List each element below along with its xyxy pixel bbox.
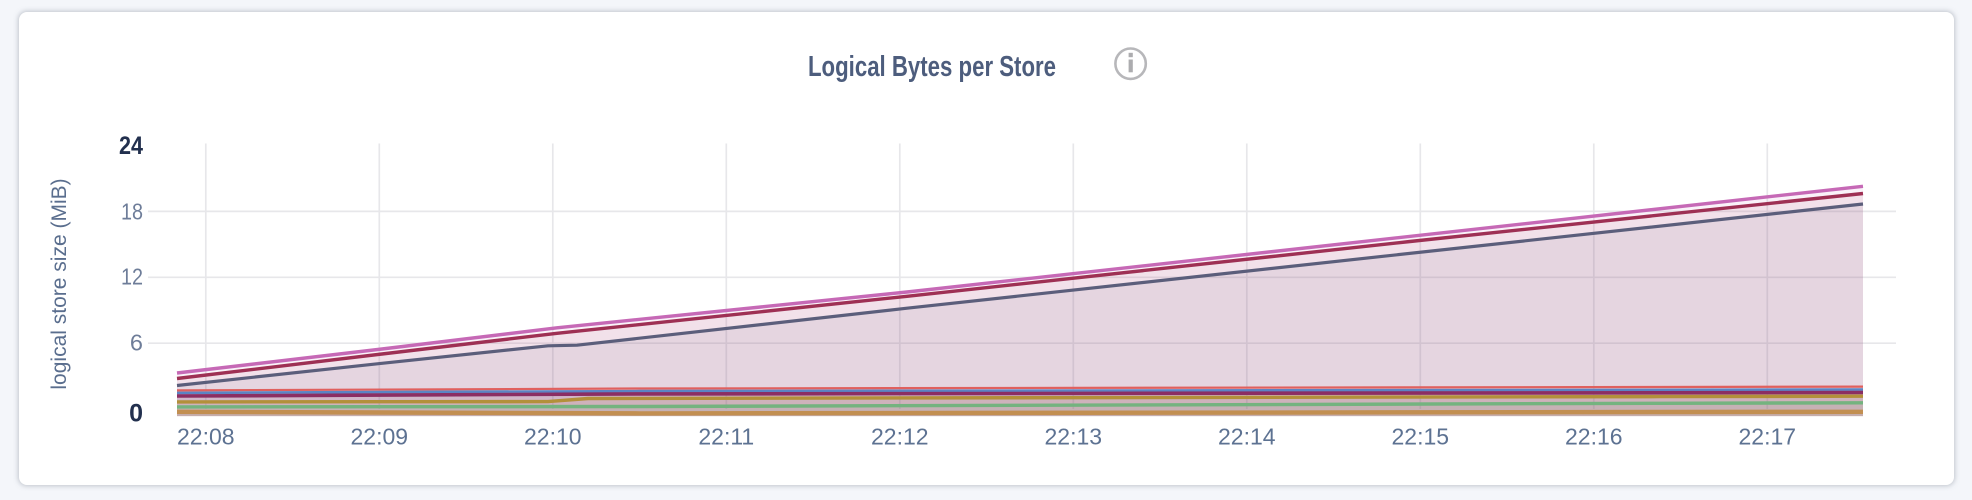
svg-text:22:10: 22:10 bbox=[524, 424, 582, 450]
svg-text:22:13: 22:13 bbox=[1045, 424, 1103, 450]
svg-text:18: 18 bbox=[121, 198, 143, 224]
svg-text:12: 12 bbox=[121, 264, 143, 290]
svg-text:22:17: 22:17 bbox=[1739, 424, 1797, 450]
svg-text:22:15: 22:15 bbox=[1392, 424, 1450, 450]
svg-text:22:16: 22:16 bbox=[1565, 424, 1623, 450]
svg-text:logical store size (MiB): logical store size (MiB) bbox=[48, 178, 71, 389]
svg-text:22:14: 22:14 bbox=[1218, 424, 1276, 450]
svg-text:22:12: 22:12 bbox=[871, 424, 929, 450]
svg-text:22:08: 22:08 bbox=[177, 424, 235, 450]
svg-text:6: 6 bbox=[130, 329, 143, 355]
svg-text:22:11: 22:11 bbox=[698, 424, 754, 450]
svg-text:Logical Bytes per Store: Logical Bytes per Store bbox=[808, 51, 1056, 83]
svg-text:24: 24 bbox=[119, 132, 143, 160]
svg-text:22:09: 22:09 bbox=[351, 424, 409, 450]
svg-text:0: 0 bbox=[129, 400, 143, 428]
